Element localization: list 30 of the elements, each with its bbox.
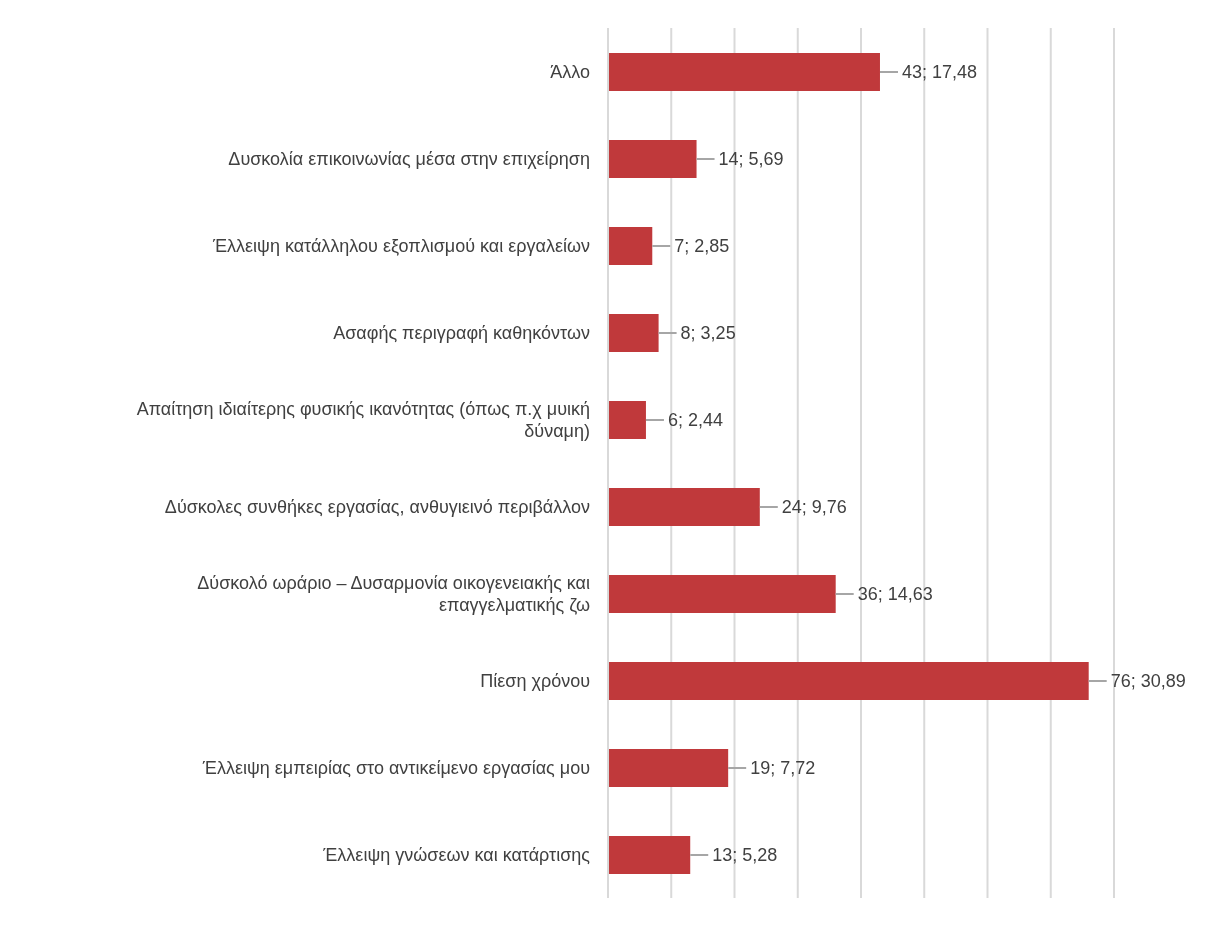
y-tick-label: Πίεση χρόνου [480,670,590,691]
y-tick-label: Ασαφής περιγραφή καθηκόντων [333,322,590,343]
y-tick-label: Δύσκολες συνθήκες εργασίας, ανθυγιεινό περιβάλλον [164,496,590,517]
y-tick-label: Έλλειψη κατάλληλου εξοπλισμού και εργαλείων [211,235,590,256]
data-label: 24; 9,76 [781,497,847,517]
y-tick-label: Δύσκολό ωράριο – Δυσαρμονία οικογενειακής και επαγγελματικής ζω [197,572,590,615]
bar [608,575,836,613]
bar [608,314,659,352]
data-label: 19; 7,72 [750,758,816,778]
y-tick-label: Έλλειψη γνώσεων και κατάρτισης [322,844,591,865]
y-tick-label: Απαίτηση ιδιαίτερης φυσικής ικανότητας (όπως π.χ μυική δύναμη) [136,398,590,441]
bar [608,140,697,178]
data-label: 36; 14,63 [857,584,933,604]
bar [608,749,729,787]
bar [608,53,880,91]
data-label: 14; 5,69 [718,149,784,169]
y-tick-label: Άλλο [550,61,590,82]
bar [608,227,653,265]
bar [608,401,646,439]
y-tick-label: Δυσκολία επικοινωνίας μέσα στην επιχείρηση [228,148,590,169]
data-label: 6; 2,44 [667,410,723,430]
bar [608,836,691,874]
data-label: 7; 2,85 [674,236,730,256]
data-label: 8; 3,25 [680,323,736,343]
bar [608,488,760,526]
data-label: 13; 5,28 [712,845,778,865]
y-tick-label: Έλλειψη εμπειρίας στο αντικείμενο εργασίας μου [201,757,590,778]
data-label: 43; 17,48 [901,62,978,82]
data-label: 76; 30,89 [1110,671,1186,691]
bar [608,662,1089,700]
